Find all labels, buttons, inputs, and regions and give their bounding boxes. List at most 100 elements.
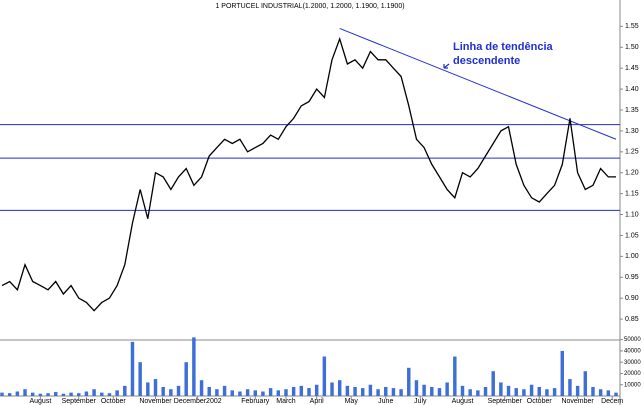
volume-bar: [445, 382, 449, 396]
y-tick-label: 1.35: [625, 107, 639, 114]
x-tick-label: August: [452, 398, 474, 405]
y-tick-label: 0.90: [625, 295, 639, 302]
volume-bar: [407, 367, 411, 396]
volume-bar: [84, 391, 89, 396]
volume-bar: [476, 390, 480, 396]
volume-bar: [606, 390, 611, 396]
x-tick-label: November: [139, 398, 172, 405]
x-tick-label: June: [378, 398, 393, 405]
y-tick-label: 1.10: [625, 211, 639, 218]
volume-bar: [291, 386, 296, 396]
volume-bar: [537, 386, 541, 396]
y-tick-label: 1.40: [625, 86, 639, 93]
volume-bar: [15, 391, 20, 396]
volume-bar: [30, 392, 35, 396]
y-tick-label: 20000: [624, 371, 641, 377]
y-tick-label: 30000: [624, 360, 641, 366]
x-tick-label: May: [345, 398, 359, 405]
volume-bar: [330, 382, 334, 396]
volume-bar: [61, 393, 66, 396]
x-tick-label: Decem: [601, 398, 623, 405]
volume-bar: [169, 389, 173, 396]
volume-bar: [460, 385, 465, 396]
y-tick-label: 1.00: [625, 253, 639, 260]
volume-bar: [307, 388, 311, 396]
volume-bar: [384, 386, 388, 396]
volume-bar: [614, 392, 618, 396]
price-line: [1, 36, 616, 312]
volume-bar: [230, 390, 234, 396]
volume-bar: [368, 384, 373, 396]
volume-bar: [184, 362, 188, 396]
volume-bar: [92, 389, 96, 396]
volume-bar: [453, 356, 457, 396]
volume-bar: [222, 385, 227, 396]
volume-bar: [499, 382, 503, 396]
x-tick-label: October: [527, 398, 553, 405]
volume-bar: [345, 385, 350, 396]
volume-bar: [560, 350, 565, 396]
volume-bar: [337, 380, 342, 396]
x-tick-label: October: [101, 398, 127, 405]
y-tick-label: 1.20: [625, 170, 639, 177]
y-tick-label: 1.05: [625, 232, 639, 239]
volume-bar: [399, 389, 403, 396]
volume-bar: [123, 385, 127, 396]
y-tick-label: 0.95: [625, 274, 639, 281]
volume-bar: [7, 393, 12, 396]
annotation: Linha de tendência: [453, 41, 554, 53]
volume-bar: [130, 341, 135, 396]
x-tick-label: November: [561, 398, 594, 405]
volume-bar: [38, 393, 43, 396]
volume-bar: [53, 392, 58, 396]
annotation-arrow: [443, 63, 450, 69]
volume-bar: [575, 385, 580, 396]
volume-bar: [23, 389, 27, 396]
volume-bar: [100, 392, 104, 396]
volume-bar: [276, 390, 281, 396]
volume-bar: [491, 371, 495, 396]
volume-bar: [430, 386, 434, 396]
y-tick-label: 1.50: [625, 44, 639, 51]
volume-bar: [253, 390, 258, 396]
volume-bar: [522, 389, 526, 396]
y-tick-label: 1.45: [625, 65, 639, 72]
volume-bar: [77, 393, 81, 396]
y-tick-label: 50000: [624, 337, 641, 343]
y-tick-label: 10000: [624, 382, 641, 388]
volume-bar: [215, 389, 219, 396]
x-tick-label: December2002: [174, 398, 222, 405]
volume-bar: [46, 393, 50, 396]
x-tick-label: April: [310, 398, 324, 405]
volume-bar: [506, 385, 511, 396]
volume-bar: [353, 386, 357, 396]
volume-bar: [261, 391, 265, 396]
volume-bar: [468, 389, 472, 396]
volume-bar: [138, 362, 142, 396]
x-tick-label: August: [29, 398, 51, 405]
volume-bar: [207, 386, 211, 396]
volume-bar: [414, 380, 419, 396]
volume-bar: [422, 384, 426, 396]
volume-bar: [284, 389, 288, 396]
volume-bar: [437, 388, 442, 396]
volume-bar: [322, 356, 327, 396]
volume-bar: [552, 388, 557, 396]
y-tick-label: 0.85: [625, 316, 639, 323]
volume-bar: [591, 386, 595, 396]
volume-bar: [360, 388, 365, 396]
volume-bar: [69, 392, 73, 396]
volume-bar: [376, 389, 380, 396]
volume-bar: [0, 392, 4, 396]
volume-bar: [115, 390, 119, 396]
chart-title: 1 PORTUCEL INDUSTRIAL(1.2000, 1.2000, 1.…: [215, 3, 404, 10]
volume-bar: [268, 388, 273, 396]
volume-bar: [483, 386, 488, 396]
volume-bar: [199, 380, 204, 396]
x-tick-label: September: [62, 398, 97, 405]
y-tick-label: 1.25: [625, 149, 639, 156]
y-tick-label: 1.30: [625, 128, 639, 135]
